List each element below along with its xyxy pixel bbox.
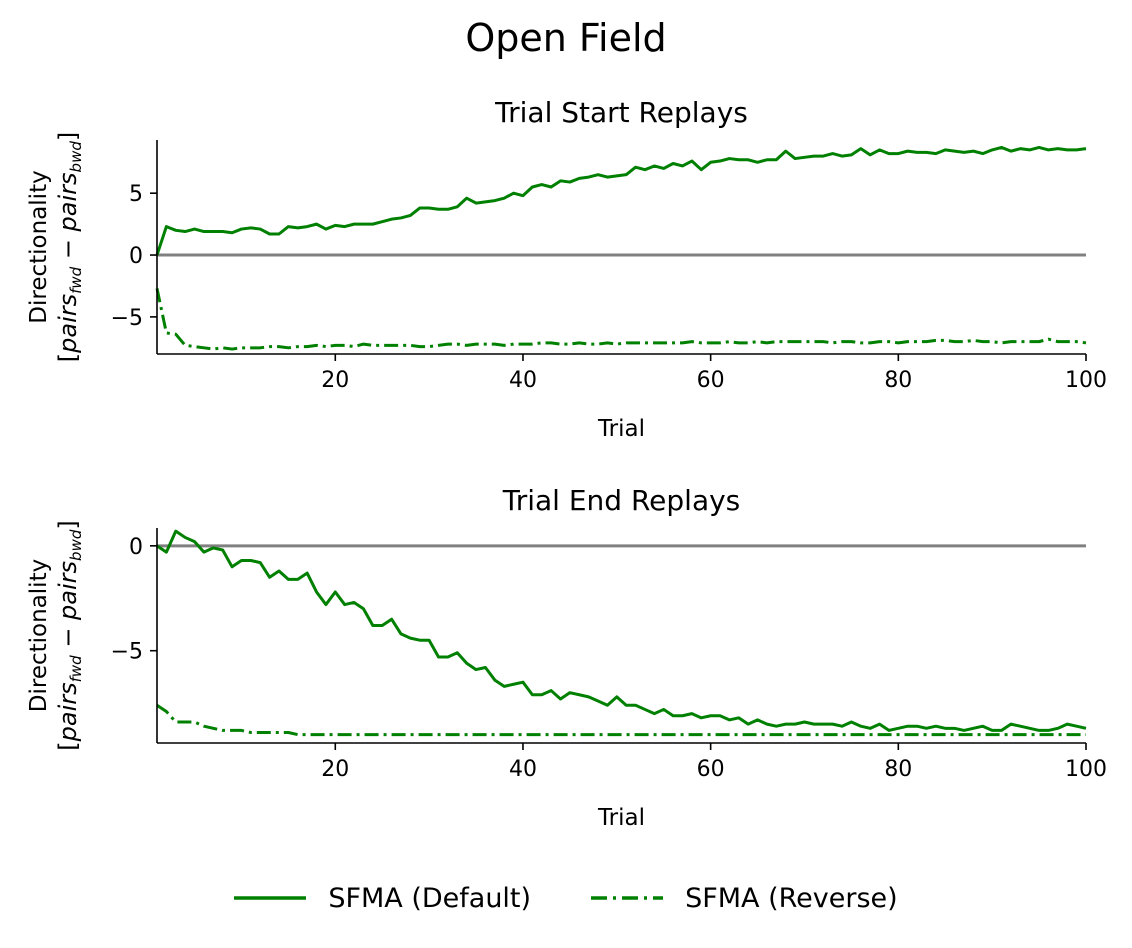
legend-swatch-dashdot [591,896,664,900]
x-tick-label: 100 [1065,757,1107,782]
y-label-part-open: [ [54,741,82,750]
legend-label-reverse: SFMA (Reverse) [685,882,898,914]
panel-title: Trial Start Replays [494,96,748,129]
x-tick-label: 40 [509,757,537,782]
y-tick-label: −5 [111,640,143,665]
y-label-part-bwd-sub: bwd [67,529,85,561]
legend-item-reverse: SFMA (Reverse) [591,883,898,914]
y-axis-label-line2: [pairsfwd − pairsbwd] [54,520,85,750]
y-axis-label: Directionality[pairsfwd − pairsbwd] [26,520,85,750]
x-tick-label: 80 [884,368,912,393]
y-label-part-bwd-sub: bwd [67,141,85,173]
y-label-part-minus: − [54,231,82,266]
y-tick-label: 0 [129,244,143,269]
x-tick-label: 60 [697,368,725,393]
series-line-reverse [155,288,1087,351]
x-axis-label: Trial [597,416,645,442]
x-tick-label: 20 [321,368,349,393]
series-line-default [155,145,1087,256]
y-label-part-minus: − [54,620,82,655]
panel-title: Trial End Replays [502,484,741,517]
x-tick-label: 20 [321,757,349,782]
y-label-part-fwd-sym: pairs [54,294,82,354]
y-tick-label: −5 [111,306,143,331]
x-axis-label: Trial [597,805,645,831]
y-axis-label: Directionality[pairsfwd − pairsbwd] [26,132,85,362]
legend-item-default: SFMA (Default) [234,883,531,914]
x-tick-label: 40 [509,368,537,393]
legend-label-default: SFMA (Default) [328,882,532,914]
series-line-default [156,529,1087,732]
panel-trial-end: Trial End Replays 20 40 60 80 100 −5 0 Trial Dire… [26,484,1107,831]
y-label-part-fwd-sym: pairs [54,682,82,742]
y-label-part-open: [ [54,353,82,362]
y-tick-label: 5 [129,182,143,207]
y-axis-label-line1: Directionality [26,559,52,712]
y-axis-label-line1: Directionality [26,170,52,323]
legend: SFMA (Default) SFMA (Reverse) [0,872,1132,924]
y-tick-label: 0 [129,535,143,560]
y-label-part-fwd-sub: fwd [67,655,85,683]
x-tick-label: 100 [1065,368,1107,393]
x-tick-label: 60 [697,757,725,782]
y-label-part-close: ] [54,520,82,529]
legend-swatch-solid [234,896,307,900]
y-label-part-fwd-sub: fwd [67,266,85,294]
series-line-reverse [156,703,1086,737]
y-label-part-bwd-sym: pairs [54,172,82,232]
y-label-part-bwd-sym: pairs [54,561,82,621]
y-axis-label-line2: [pairsfwd − pairsbwd] [54,132,85,362]
figure-title: Open Field [465,16,667,60]
x-tick-label: 80 [884,757,912,782]
y-label-part-close: ] [54,132,82,141]
panel-trial-start: Trial Start Replays 20 40 60 80 100 −5 0 5 Trial D… [26,96,1107,442]
